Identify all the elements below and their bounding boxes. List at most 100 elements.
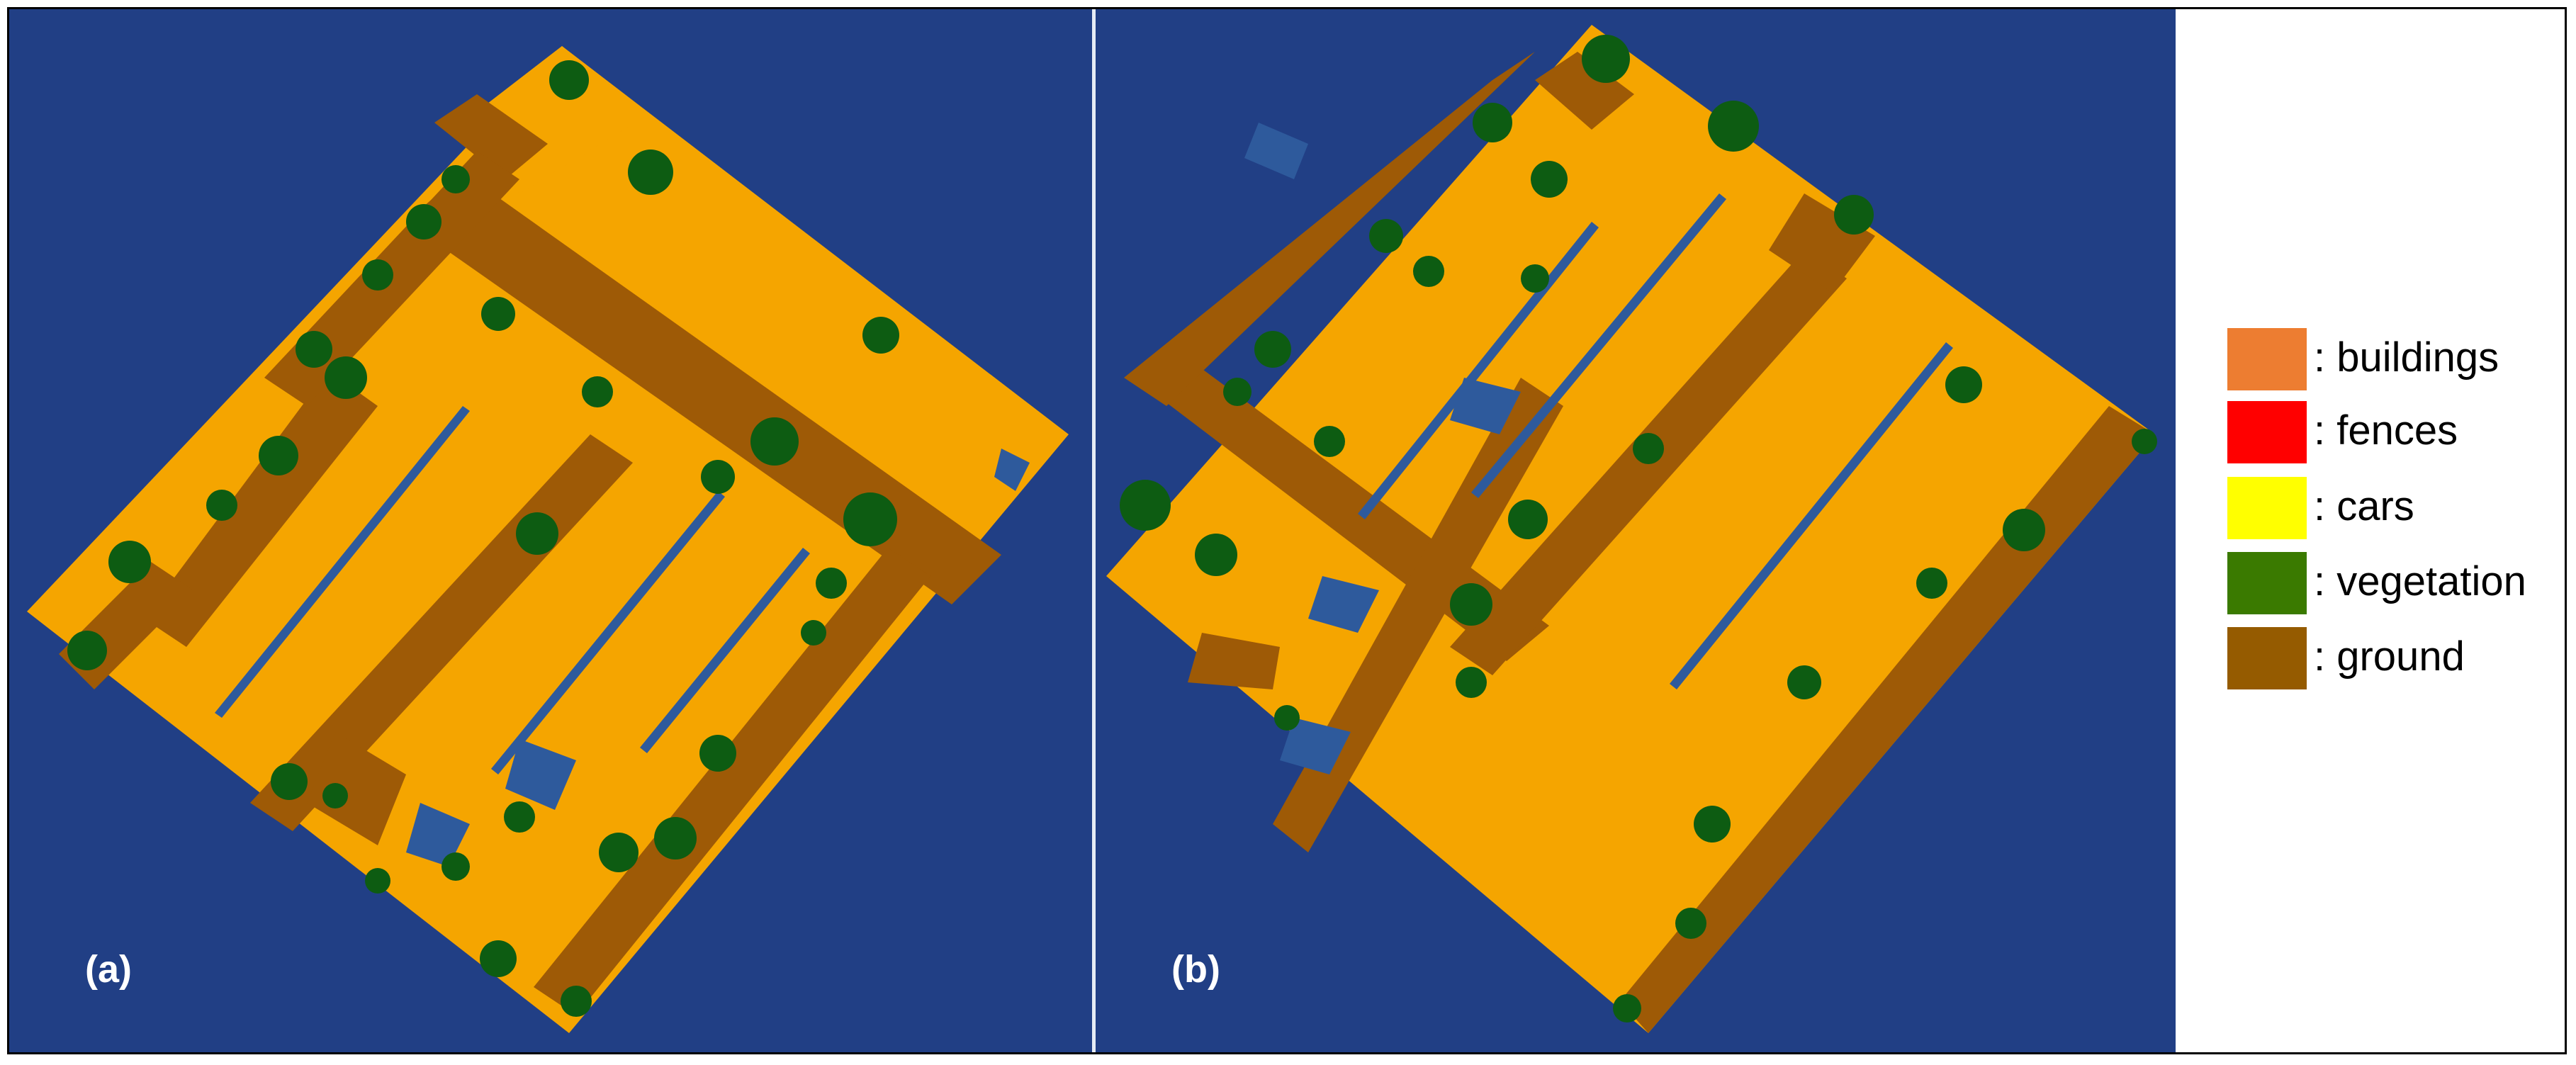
ground-street — [406, 172, 1001, 604]
legend-label-cars: : cars — [2314, 483, 2414, 529]
figure-frame: (a) — [7, 7, 2567, 1054]
vegetation-cluster — [2132, 429, 2157, 454]
vegetation-cluster — [406, 204, 441, 240]
ground-street — [434, 94, 548, 179]
gap-sliver — [1358, 222, 1599, 519]
map-footprint — [1106, 25, 2155, 1033]
vegetation-cluster — [504, 801, 535, 833]
legend-swatch-cars — [2227, 477, 2307, 539]
ground-street — [534, 548, 930, 1015]
panel-divider — [1092, 9, 1096, 1052]
vegetation-cluster — [654, 817, 697, 860]
panel-a-classification-map: (a) — [9, 9, 1092, 1052]
gap-patch — [406, 803, 470, 867]
legend-swatch-buildings — [2227, 328, 2307, 390]
vegetation-cluster — [1945, 366, 1982, 403]
legend-label-ground: : ground — [2314, 633, 2465, 680]
vegetation-cluster — [108, 541, 151, 583]
vegetation-cluster — [1633, 433, 1664, 464]
panel-b-classification-map: (b) — [1096, 9, 2176, 1052]
vegetation-cluster — [1787, 665, 1821, 699]
vegetation-cluster — [699, 735, 736, 772]
legend-item-buildings: : buildings — [2227, 328, 2567, 390]
ground-street — [1620, 406, 2155, 1033]
legend-swatch-ground — [2227, 627, 2307, 689]
vegetation-cluster — [271, 763, 308, 800]
vegetation-cluster — [441, 165, 470, 193]
vegetation-cluster — [1314, 426, 1345, 457]
ground-street — [1769, 193, 1875, 293]
vegetation-cluster — [801, 620, 826, 646]
vegetation-clusters — [1120, 35, 2157, 1022]
vegetation-cluster — [206, 490, 237, 521]
legend-item-cars: : cars — [2227, 477, 2567, 539]
vegetation-cluster — [561, 986, 592, 1017]
vegetation-cluster — [1456, 667, 1487, 698]
ground-street — [144, 371, 378, 647]
vegetation-cluster — [1223, 378, 1252, 406]
vegetation-cluster — [481, 297, 515, 331]
vegetation-cluster — [599, 833, 639, 872]
vegetation-cluster — [480, 940, 517, 977]
vegetation-cluster — [750, 417, 799, 466]
ground-street — [1124, 52, 1535, 406]
gap-patch — [1308, 576, 1379, 633]
vegetation-cluster — [1582, 35, 1630, 83]
legend-item-fences: : fences — [2227, 401, 2567, 463]
vegetation-cluster — [1675, 908, 1706, 939]
gap-patch — [505, 739, 576, 810]
vegetation-cluster — [1450, 583, 1492, 626]
vegetation-cluster — [365, 868, 390, 894]
ground-patch — [307, 732, 406, 845]
legend-swatch-vegetation — [2227, 552, 2307, 614]
vegetation-cluster — [701, 460, 735, 494]
vegetation-cluster — [582, 376, 613, 407]
vegetation-cluster — [1369, 219, 1403, 253]
vegetation-cluster — [843, 492, 897, 546]
gap-sliver — [640, 548, 810, 753]
vegetation-cluster — [1521, 264, 1549, 293]
vegetation-cluster — [1274, 705, 1300, 731]
vegetation-cluster — [1254, 331, 1291, 368]
gap-patch — [1450, 378, 1521, 434]
legend-label-vegetation: : vegetation — [2314, 558, 2526, 604]
vegetation-cluster — [1195, 534, 1237, 576]
vegetation-cluster — [441, 852, 470, 881]
legend-item-vegetation: : vegetation — [2227, 552, 2567, 614]
legend-item-ground: : ground — [2227, 627, 2567, 689]
legend-label-buildings: : buildings — [2314, 334, 2499, 381]
ground-patch — [1188, 633, 1280, 689]
gap-sliver — [215, 406, 470, 718]
ground-street — [1535, 52, 1634, 130]
vegetation-cluster — [1120, 480, 1171, 531]
gap-patch — [1244, 123, 1308, 179]
panel-a-label: (a) — [85, 948, 132, 991]
vegetation-cluster — [549, 60, 589, 100]
gap-sliver — [1670, 342, 1953, 689]
vegetation-cluster — [67, 631, 107, 670]
legend-label-fences: : fences — [2314, 407, 2458, 453]
vegetation-clusters — [67, 60, 899, 1017]
panel-b-map-svg — [1106, 25, 2157, 1033]
gap-patch — [994, 449, 1030, 491]
vegetation-cluster — [1613, 994, 1641, 1022]
vegetation-cluster — [362, 259, 393, 291]
vegetation-cluster — [1531, 161, 1568, 198]
gap-patch — [1280, 718, 1351, 774]
vegetation-cluster — [1694, 806, 1731, 843]
vegetation-cluster — [1708, 101, 1759, 152]
gap-sliver — [1471, 193, 1726, 498]
gap-sliver — [491, 491, 725, 774]
vegetation-cluster — [862, 317, 899, 354]
panel-a-map-svg — [27, 46, 1069, 1033]
vegetation-cluster — [628, 150, 673, 195]
vegetation-cluster — [1413, 256, 1444, 287]
vegetation-cluster — [816, 568, 847, 599]
vegetation-cluster — [1473, 103, 1512, 142]
vegetation-cluster — [2003, 509, 2045, 551]
vegetation-cluster — [1508, 500, 1548, 539]
vegetation-cluster — [322, 783, 348, 808]
vegetation-cluster — [259, 436, 298, 475]
vegetation-cluster — [1834, 195, 1874, 235]
vegetation-cluster — [325, 356, 367, 399]
